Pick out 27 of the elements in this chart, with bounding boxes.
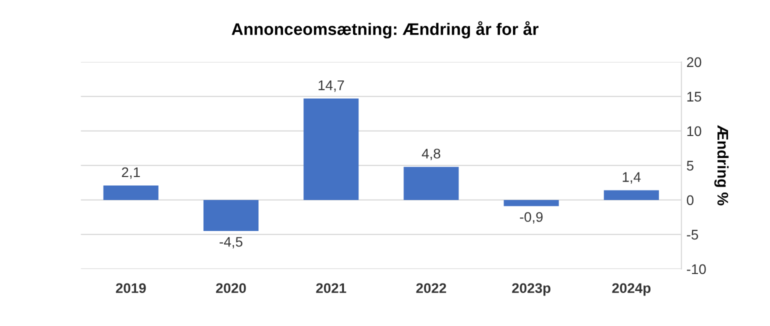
bar <box>304 98 359 200</box>
y-axis-title: Ændring % <box>714 125 729 206</box>
bar <box>103 185 158 200</box>
x-tick-label: 2020 <box>216 283 246 294</box>
x-tick-label: 2022 <box>416 283 446 294</box>
x-tick-label: 2019 <box>116 283 146 294</box>
x-tick-label: 2024p <box>612 283 651 296</box>
y-tick-label: -5 <box>686 230 698 240</box>
y-tick-label: 0 <box>686 195 694 206</box>
bar <box>504 200 559 206</box>
data-label: -0,9 <box>520 212 543 224</box>
data-label: -4,5 <box>220 237 242 248</box>
y-tick-label: 5 <box>686 160 694 171</box>
chart-title: Annonceomsætning: Ændring år for år <box>232 21 538 38</box>
data-label: 14,7 <box>318 80 344 92</box>
y-tick-label: -10 <box>686 264 706 274</box>
x-tick-label: 2023p <box>512 283 550 296</box>
data-label: 2,1 <box>122 167 140 179</box>
bar <box>203 200 259 231</box>
y-tick-label: 20 <box>687 57 702 68</box>
data-label: 4,8 <box>422 148 440 160</box>
x-tick-label: 2021 <box>316 283 346 294</box>
bar <box>604 190 659 200</box>
data-label: 1,4 <box>622 172 641 184</box>
bar <box>404 166 459 200</box>
y-tick-label: 10 <box>687 126 702 136</box>
y-tick-label: 15 <box>687 92 702 102</box>
